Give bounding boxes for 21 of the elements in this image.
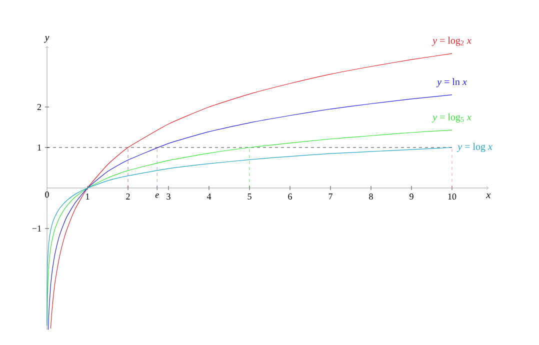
- x-tick-label: 1: [86, 194, 90, 200]
- series-label: y = log x: [456, 142, 492, 152]
- series-label: y = log$_{5}$ x: [432, 113, 472, 122]
- x-tick-label: 9: [410, 194, 414, 200]
- x-tick-label: 5: [248, 194, 252, 200]
- y-axis-title: y: [44, 36, 50, 43]
- x-tick-label: 6: [288, 194, 292, 200]
- y-tick-label: −1: [32, 226, 41, 232]
- x-tick-label: 3: [166, 194, 170, 200]
- x-tick-label: 10: [448, 194, 456, 200]
- series-label: y = log$_{2}$ x: [432, 36, 472, 46]
- x-tick-label: 8: [369, 194, 373, 200]
- x-tick-label: 0: [45, 192, 49, 198]
- x-tick-label: 4: [206, 194, 212, 200]
- y-tick-label: 1: [38, 144, 41, 150]
- x-tick-label: 2: [126, 194, 130, 200]
- y-tick-label: 2: [37, 104, 41, 110]
- x-tick-label: e: [155, 194, 159, 198]
- series-label: y = ln x: [436, 78, 467, 88]
- x-tick-label: 7: [328, 194, 332, 200]
- x-axis-title: x: [486, 194, 491, 198]
